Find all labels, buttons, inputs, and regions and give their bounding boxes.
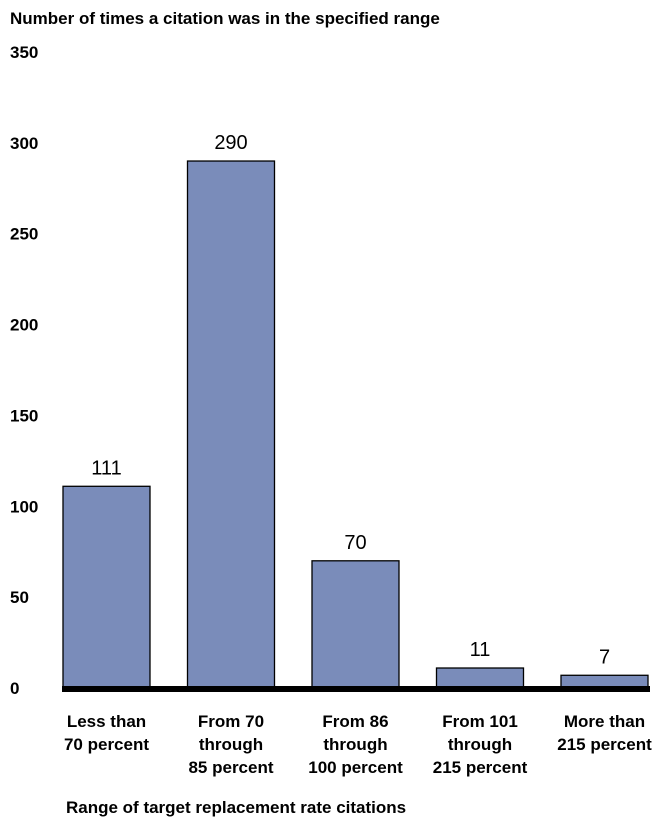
- category-label-line: 215 percent: [557, 735, 652, 754]
- bar: [62, 485, 151, 689]
- category-label-line: Less than: [67, 712, 146, 731]
- bars-group: [62, 160, 649, 689]
- y-axis-title: Number of times a citation was in the sp…: [10, 9, 440, 28]
- bar: [435, 667, 525, 689]
- data-label: 70: [344, 532, 366, 554]
- y-tick-label: 0: [10, 679, 19, 698]
- category-label-line: through: [448, 735, 512, 754]
- category-label: From 70 through 85 percent: [188, 712, 273, 777]
- category-label-line: 70 percent: [64, 735, 149, 754]
- y-tick-label: 350: [10, 43, 38, 62]
- data-label: 11: [470, 639, 491, 661]
- bar: [311, 560, 400, 689]
- data-labels-group: 111 290 70 11 7: [91, 132, 610, 668]
- category-label: More than 215 percent: [557, 712, 652, 754]
- data-label: 7: [599, 646, 610, 668]
- y-tick-label: 150: [10, 406, 38, 425]
- category-label: From 101 through 215 percent: [433, 712, 528, 777]
- category-label-line: through: [199, 735, 263, 754]
- category-label-line: From 86: [322, 712, 388, 731]
- category-label: From 86 through 100 percent: [308, 712, 403, 777]
- y-tick-label: 250: [10, 225, 38, 244]
- category-label-line: From 101: [442, 712, 518, 731]
- category-label: Less than 70 percent: [64, 712, 149, 754]
- y-tick-label: 200: [10, 316, 38, 335]
- y-axis-ticks: 0 50 100 150 200 250 300 350: [10, 43, 38, 698]
- y-tick-label: 50: [10, 588, 29, 607]
- category-label-line: 100 percent: [308, 758, 403, 777]
- data-label: 111: [91, 457, 121, 479]
- data-label: 290: [214, 132, 247, 154]
- category-label-line: From 70: [198, 712, 264, 731]
- category-labels-group: Less than 70 percent From 70 through 85 perc…: [64, 712, 652, 777]
- category-label-line: 215 percent: [433, 758, 528, 777]
- x-axis-title: Range of target replacement rate citatio…: [66, 798, 406, 817]
- category-label-line: 85 percent: [188, 758, 273, 777]
- y-tick-label: 300: [10, 134, 38, 153]
- y-tick-label: 100: [10, 497, 38, 516]
- bar: [186, 160, 276, 689]
- category-label-line: More than: [564, 712, 645, 731]
- category-label-line: through: [323, 735, 387, 754]
